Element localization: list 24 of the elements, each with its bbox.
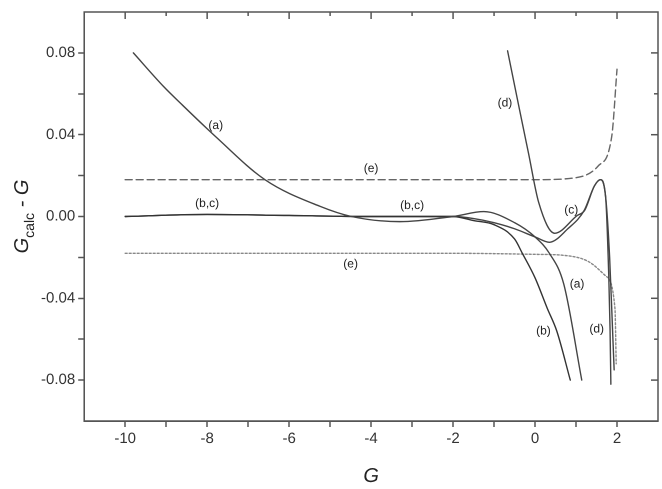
x-tick-label: -2 bbox=[446, 430, 460, 448]
annotation: (b,c) bbox=[400, 198, 424, 212]
annotation: (e) bbox=[343, 256, 358, 271]
x-tick-label: -6 bbox=[282, 430, 296, 448]
annotation: (b) bbox=[536, 323, 551, 338]
x-tick-label: -4 bbox=[364, 430, 378, 448]
annotation: (b,c) bbox=[195, 196, 220, 210]
y-tick-label: -0.08 bbox=[40, 371, 76, 388]
annotation: (d) bbox=[589, 321, 604, 336]
annotation: (a) bbox=[208, 118, 224, 132]
x-tick-label: -10 bbox=[114, 430, 136, 448]
annotation: (a) bbox=[570, 276, 584, 290]
x-tick-label: -8 bbox=[200, 430, 214, 448]
annotation: (d) bbox=[498, 96, 512, 110]
x-tick-label: 2 bbox=[612, 430, 622, 448]
y-tick-label: -0.04 bbox=[40, 289, 76, 306]
y-tick-label: 0.00 bbox=[46, 208, 76, 225]
y-axis-title: Gcalc - G bbox=[11, 180, 37, 254]
annotation: (c) bbox=[564, 202, 578, 217]
x-axis-title: G bbox=[363, 465, 379, 487]
y-tick-label: 0.04 bbox=[46, 126, 76, 143]
annotation: (e) bbox=[364, 161, 378, 176]
x-tick-label: 0 bbox=[530, 430, 540, 448]
y-tick-label: 0.08 bbox=[46, 44, 76, 62]
